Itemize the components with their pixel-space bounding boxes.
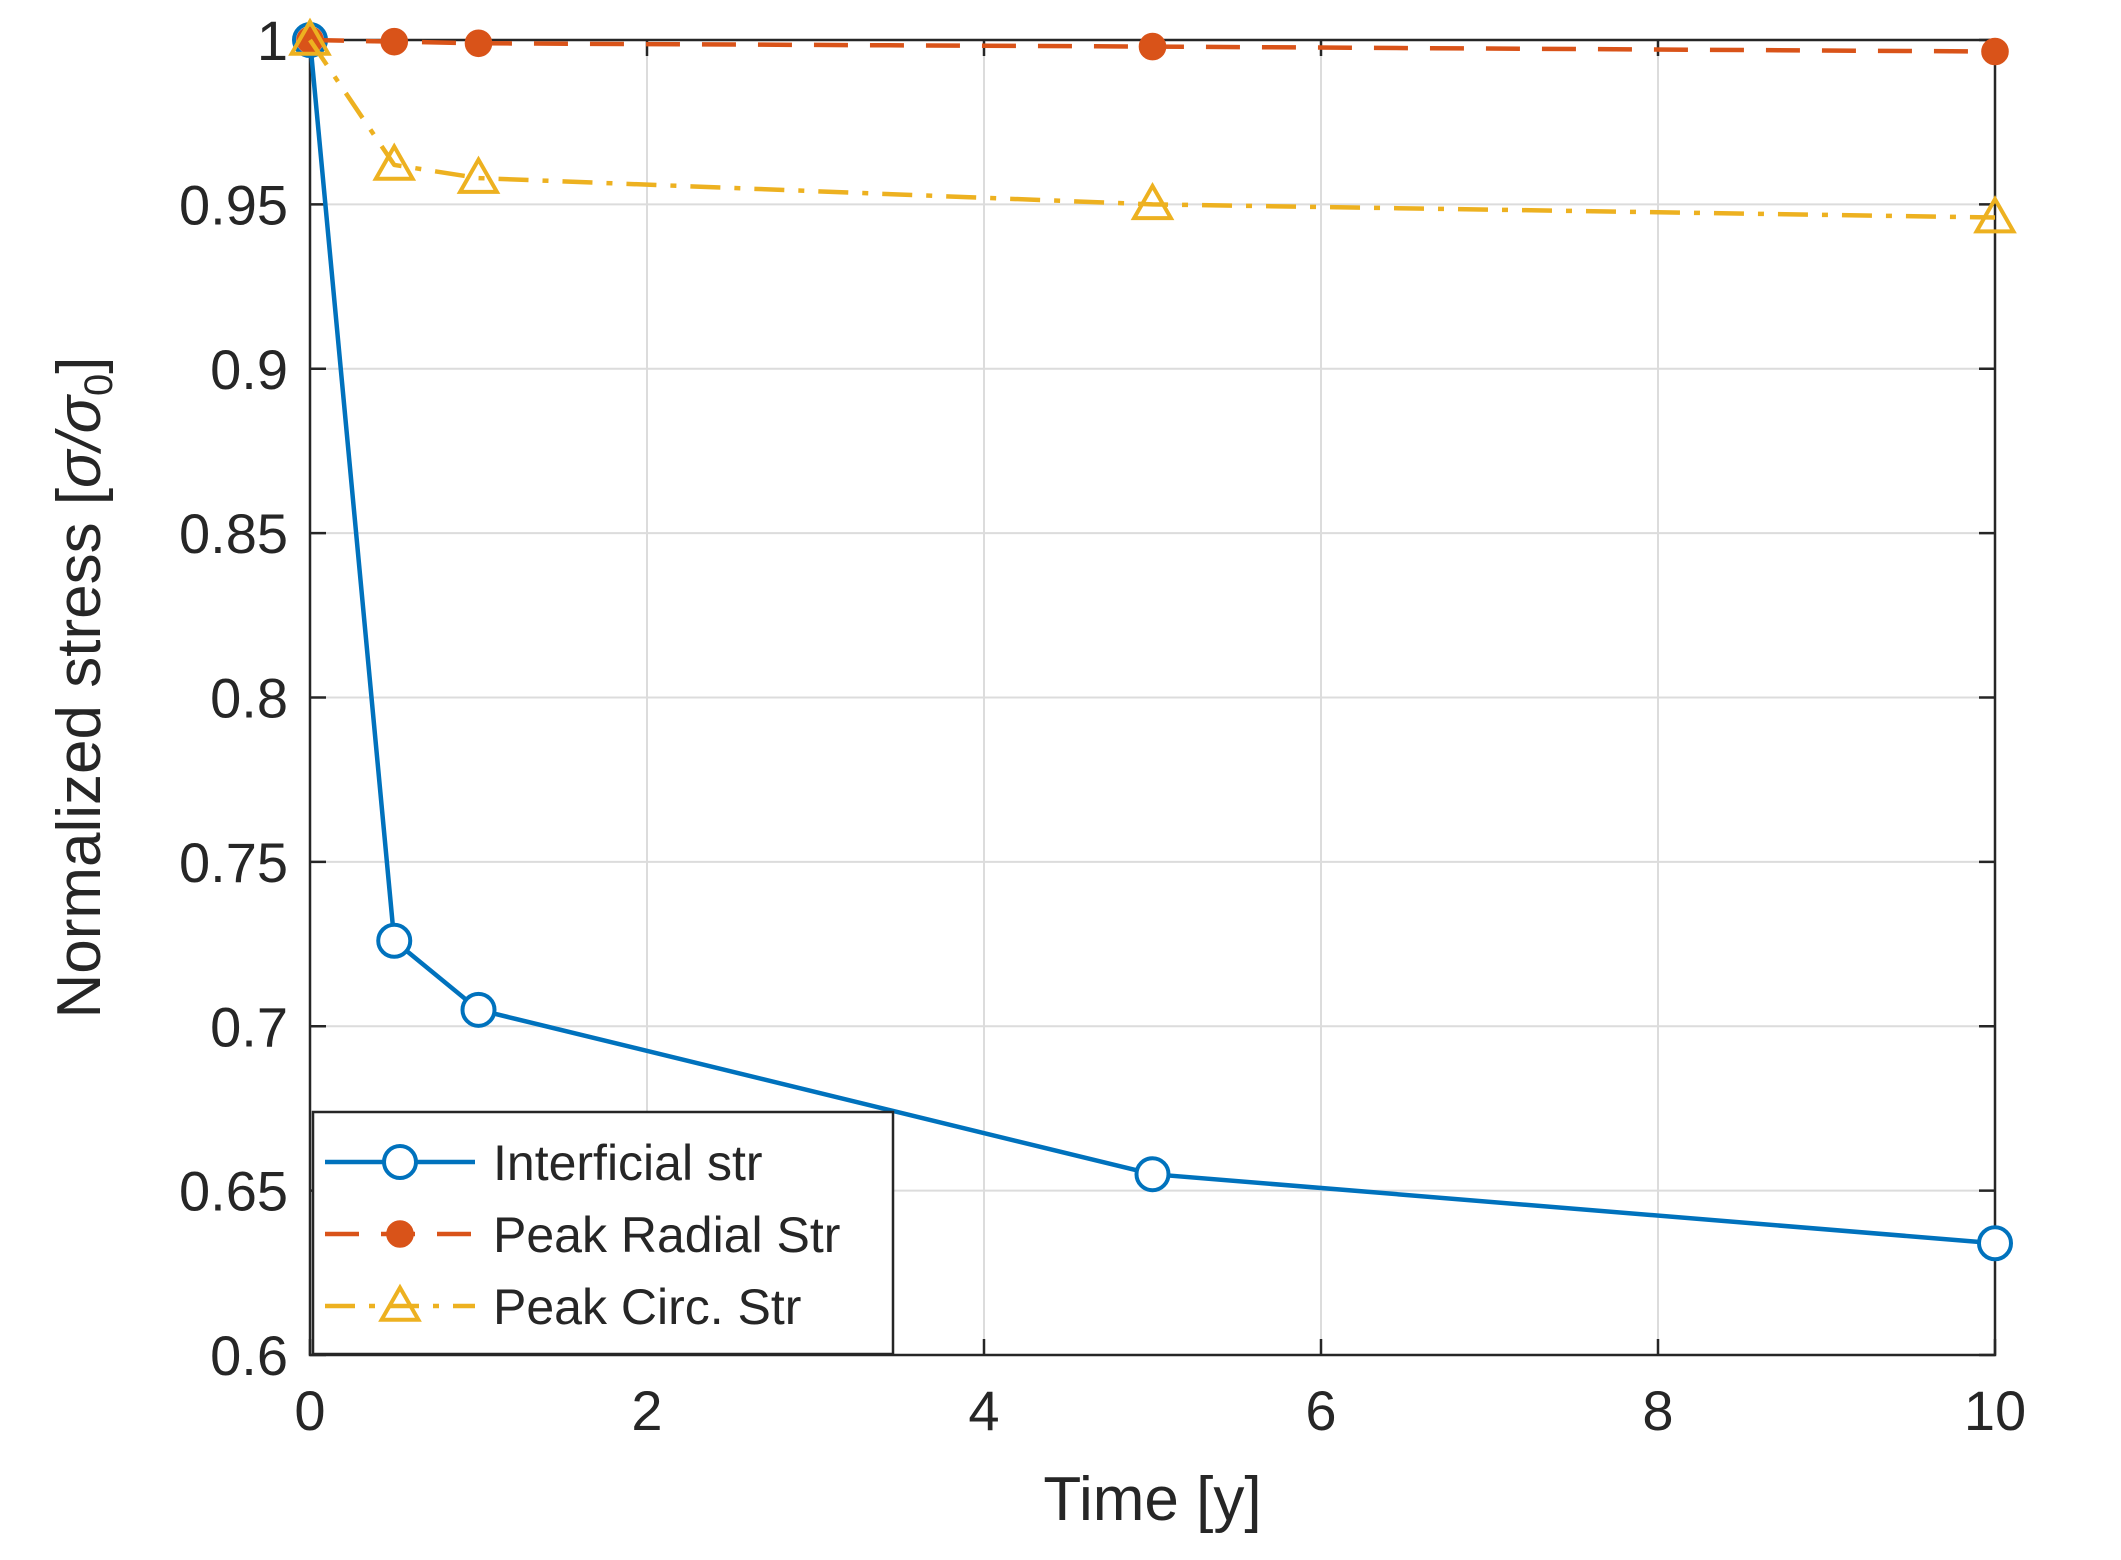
data-point bbox=[464, 29, 493, 58]
y-axis-title-close: ] bbox=[45, 356, 114, 373]
x-tick-label: 6 bbox=[1305, 1379, 1336, 1442]
y-tick-label: 1 bbox=[257, 9, 288, 72]
legend-label: Peak Circ. Str bbox=[493, 1279, 801, 1335]
data-point bbox=[456, 155, 501, 194]
x-axis-title: Time [y] bbox=[1043, 1465, 1261, 1534]
y-tick-label: 0.6 bbox=[210, 1324, 288, 1387]
data-point bbox=[1973, 195, 2017, 234]
legend-marker bbox=[378, 1283, 422, 1322]
series-3 bbox=[288, 17, 2017, 234]
series-line bbox=[308, 38, 1996, 220]
y-axis-title-main: Normalized stress [ bbox=[45, 488, 114, 1019]
y-tick-label: 0.9 bbox=[210, 338, 288, 401]
x-tick-label: 8 bbox=[1642, 1379, 1673, 1442]
data-point bbox=[380, 27, 409, 56]
y-tick-label: 0.7 bbox=[210, 995, 288, 1058]
y-tick-label: 0.85 bbox=[179, 502, 288, 565]
data-point bbox=[1977, 1225, 2013, 1262]
x-tick-label: 2 bbox=[631, 1379, 662, 1442]
y-tick-label: 0.8 bbox=[210, 667, 288, 730]
x-tick-label: 0 bbox=[294, 1379, 325, 1442]
legend: Interficial str Peak Radial Str Peak Circ.… bbox=[311, 1110, 895, 1356]
y-axis-title-subscript: 0 bbox=[77, 374, 121, 396]
series-line bbox=[307, 39, 1996, 1246]
legend-label: Interficial str bbox=[493, 1135, 763, 1191]
series-layer bbox=[288, 17, 2017, 1262]
data-point bbox=[1981, 37, 2009, 66]
legend-item: Interficial str bbox=[325, 1135, 763, 1191]
y-tick-label: 0.95 bbox=[179, 173, 288, 236]
x-tick-label: 4 bbox=[968, 1379, 999, 1442]
series-2 bbox=[296, 26, 2009, 66]
data-point bbox=[1130, 181, 1175, 221]
axis-ticks: 0 2 4 6 8 10 0.6 0.65 0.7 0.75 0.8 0.85 0.9 0.95 1 bbox=[179, 9, 2026, 1442]
y-axis-title: Normalized stress [σ/σ0] bbox=[45, 356, 121, 1018]
y-tick-label: 0.75 bbox=[179, 831, 288, 894]
legend-marker bbox=[386, 1220, 414, 1248]
data-point bbox=[1134, 1156, 1171, 1193]
data-point bbox=[288, 17, 332, 56]
data-point bbox=[1138, 32, 1167, 61]
y-tick-label: 0.65 bbox=[179, 1160, 288, 1223]
legend-item: Peak Radial Str bbox=[325, 1207, 840, 1263]
legend-marker bbox=[382, 1144, 418, 1180]
data-point bbox=[460, 991, 497, 1028]
legend-label: Peak Radial Str bbox=[493, 1207, 840, 1263]
x-tick-label: 10 bbox=[1964, 1379, 2026, 1442]
legend-item: Peak Circ. Str bbox=[325, 1279, 801, 1335]
data-point bbox=[376, 922, 413, 959]
series-1 bbox=[292, 22, 2013, 1262]
data-point bbox=[372, 142, 417, 181]
y-axis-title-symbol: σ/σ bbox=[45, 393, 114, 488]
